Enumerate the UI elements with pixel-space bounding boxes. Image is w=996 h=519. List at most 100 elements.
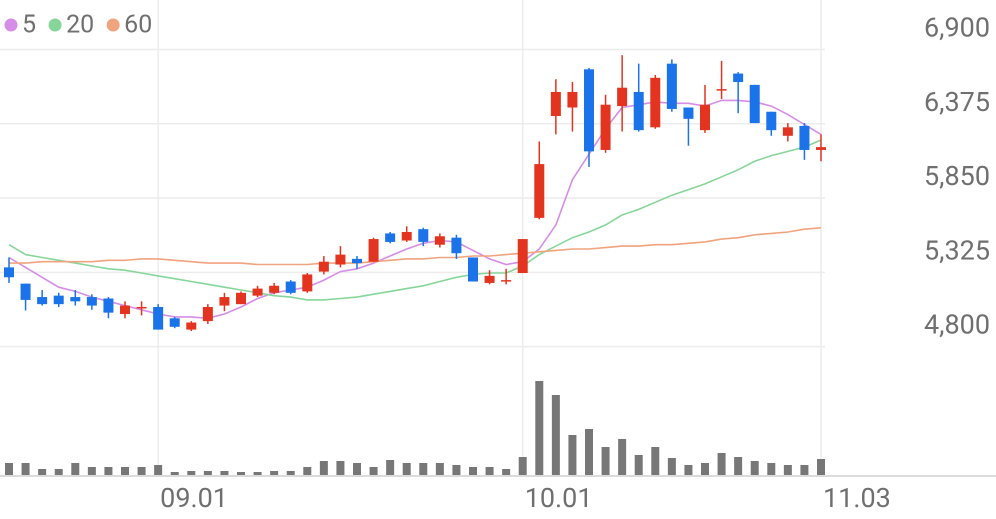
y-tick-label: 6,375 (924, 86, 990, 118)
candle (302, 273, 313, 293)
candle-body (285, 281, 296, 293)
volume-bar (5, 463, 13, 475)
candle (252, 285, 263, 298)
candle-body (501, 280, 512, 282)
candle (683, 107, 694, 146)
y-tick-label: 5,325 (924, 234, 990, 266)
candle-body (733, 73, 744, 83)
candle (385, 232, 396, 244)
candle (716, 60, 727, 100)
candle (53, 292, 64, 307)
volume-bar (485, 467, 494, 475)
volume-bar (783, 465, 792, 475)
candle-body (484, 275, 495, 283)
volume-bar (601, 447, 610, 475)
candle-body (434, 236, 445, 245)
volume-bar (618, 439, 627, 475)
legend-label: 5 (22, 11, 36, 40)
candle-body (153, 306, 164, 330)
volume-bar (21, 463, 30, 475)
candle-body (600, 104, 611, 150)
candle (501, 268, 512, 285)
volume-bar (203, 471, 212, 475)
candle-body (782, 127, 793, 136)
candle (368, 237, 379, 262)
volume-bar (319, 461, 328, 475)
candle (37, 290, 48, 306)
candle-body (169, 318, 180, 327)
ma-line (8, 139, 822, 301)
candle (766, 111, 777, 136)
candle (617, 55, 628, 132)
volume-bar (303, 467, 312, 475)
legend-marker (106, 18, 120, 32)
volume-bar (535, 381, 544, 475)
candle (733, 72, 744, 114)
candle (749, 84, 760, 124)
candle-body (451, 237, 462, 254)
volume-bar (651, 447, 660, 475)
candle-body (617, 87, 628, 107)
volume-bar (551, 395, 560, 475)
volume-bar (767, 463, 776, 475)
candle-body (468, 257, 478, 282)
candle (103, 297, 114, 319)
candle (816, 134, 826, 162)
candle (666, 59, 677, 112)
volume-bar (701, 463, 709, 475)
volume-bar (104, 467, 113, 475)
candle (120, 301, 130, 319)
candle-body (136, 306, 147, 309)
candle (202, 304, 213, 324)
candle-body (186, 322, 197, 330)
volume-bar (518, 457, 527, 475)
volume-bar (170, 472, 179, 475)
candle-body (716, 89, 727, 91)
candle-body (103, 298, 114, 313)
candle (517, 239, 528, 274)
candle-body (749, 84, 760, 124)
candle-body (700, 104, 710, 131)
candle (169, 316, 180, 329)
candle (285, 280, 296, 295)
volume-bar (419, 463, 428, 475)
candle-body (816, 147, 826, 150)
volume-bar (568, 435, 577, 475)
volume-bar (237, 472, 245, 475)
volume-bar (667, 458, 676, 475)
volume-bar (734, 457, 743, 475)
candle (418, 227, 429, 247)
volume-bar (800, 465, 809, 475)
volume-bar (71, 463, 80, 475)
volume-bar (634, 455, 643, 475)
candle-body (567, 91, 578, 108)
candle (434, 233, 445, 248)
volume-bar (121, 467, 129, 475)
candle-body (20, 283, 31, 300)
candle-body (584, 69, 594, 152)
volume-bar (386, 460, 395, 475)
candle (401, 226, 412, 242)
candle (86, 294, 97, 310)
candle-body (633, 91, 644, 131)
candle-body (269, 285, 280, 293)
candle-body (766, 111, 777, 131)
candle (153, 304, 164, 330)
candle-body (650, 77, 661, 128)
candle (335, 246, 346, 268)
candle (550, 79, 561, 135)
volume-bar (54, 469, 63, 475)
volume-bar (684, 465, 693, 475)
volume-bar (154, 465, 163, 475)
candle-body (318, 261, 329, 272)
candle-body (53, 295, 64, 305)
candle (468, 257, 478, 282)
x-tick-label: 09.01 (160, 482, 228, 514)
candle (451, 234, 462, 259)
candle (4, 257, 14, 283)
legend-label: 20 (66, 11, 94, 40)
candle (782, 123, 793, 142)
candle-body (534, 164, 545, 218)
volume-bar (38, 469, 47, 475)
candle-body (236, 292, 246, 305)
